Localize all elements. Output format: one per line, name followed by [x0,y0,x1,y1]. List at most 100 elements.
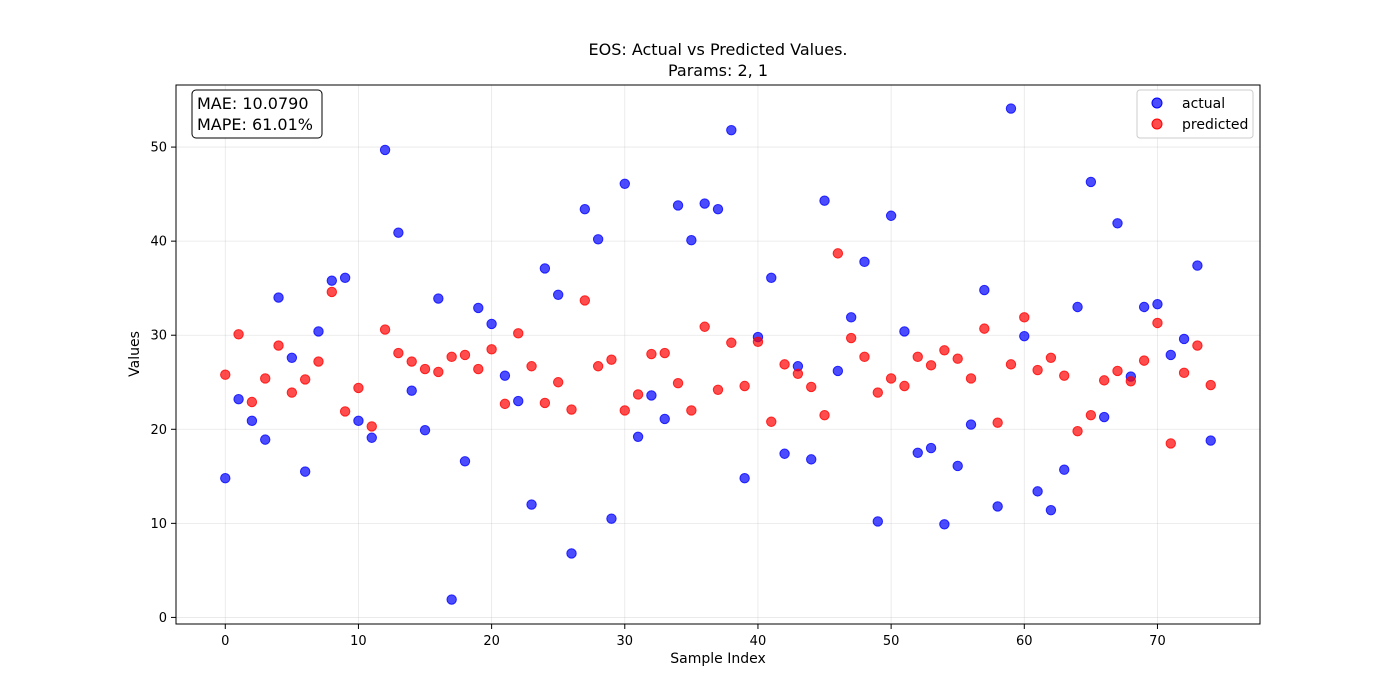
point-actual [632,431,644,443]
point-predicted [979,323,990,334]
point-actual [912,447,923,458]
point-predicted [1192,340,1203,351]
point-predicted [766,416,777,427]
point-actual [393,227,404,238]
point-actual [552,289,564,300]
point-predicted [832,248,844,259]
x-tick-label: 20 [483,634,500,649]
point-predicted [566,404,577,415]
x-tick-label: 40 [750,634,767,649]
point-actual [885,210,897,221]
point-actual [699,198,710,209]
point-actual [872,516,884,527]
point-actual [1205,435,1216,446]
point-predicted [939,345,950,356]
point-predicted [286,387,298,398]
point-predicted [1112,365,1123,377]
point-actual [499,370,511,381]
point-predicted [1205,379,1216,391]
stats-box: MAE: 10.0790 MAPE: 61.01% [191,89,323,139]
point-predicted [353,382,364,394]
point-actual [246,415,258,427]
point-predicted [220,369,231,380]
point-actual [273,292,284,303]
point-actual [353,415,364,427]
x-tick-label: 10 [350,634,367,649]
y-axis-label: Values [127,331,143,377]
point-actual [366,432,377,443]
point-actual [1178,333,1190,345]
legend-label-actual: actual [1182,96,1225,112]
point-actual [806,454,817,465]
point-predicted [619,405,630,416]
point-predicted [659,347,670,359]
point-actual [845,312,857,323]
point-predicted [552,377,564,388]
point-actual [859,256,870,268]
point-actual [1192,260,1203,271]
point-predicted [925,360,937,371]
point-predicted [366,421,377,432]
point-actual [646,390,657,401]
point-actual [1072,301,1083,313]
point-actual [233,393,244,405]
point-actual [726,124,737,136]
y-tick-label: 0 [159,611,167,626]
point-predicted [446,351,457,363]
point-predicted [260,373,271,384]
point-predicted [246,396,258,408]
point-predicted [1125,376,1137,387]
point-actual [379,144,391,156]
point-predicted [486,344,497,355]
point-predicted [992,417,1003,428]
point-predicted [899,380,910,392]
point-actual [779,448,790,459]
y-axis-ticks: 0 10 20 30 40 50 [150,141,176,626]
point-predicted [592,361,604,372]
point-actual [899,326,910,337]
point-actual [1152,298,1163,310]
point-actual [513,395,524,407]
point-predicted [1085,409,1097,421]
point-predicted [273,340,284,351]
point-actual [1045,504,1057,516]
point-predicted [606,354,617,365]
point-predicted [712,384,724,395]
point-actual [606,513,617,524]
y-tick-label: 10 [150,517,167,532]
point-actual [419,425,431,436]
point-actual [952,460,963,472]
point-predicted [339,406,351,417]
point-actual [326,275,338,286]
x-tick-label: 70 [1149,634,1166,649]
point-actual [406,385,417,396]
point-predicted [379,324,391,335]
point-actual [1059,464,1070,475]
point-predicted [579,295,591,306]
point-predicted [752,336,764,348]
legend-box [1136,89,1254,139]
point-actual [1019,330,1030,342]
point-predicted [699,321,710,332]
point-predicted [459,349,471,361]
point-actual [939,519,950,530]
x-axis-ticks: 0 10 20 30 40 50 60 70 [221,624,1166,649]
y-tick-label: 50 [150,141,167,156]
point-actual [566,548,577,559]
point-predicted [513,328,524,339]
point-actual [739,472,750,484]
plot-area [175,84,1261,625]
point-predicted [965,373,977,384]
point-actual [299,466,311,477]
point-actual [672,200,684,211]
point-actual [433,293,444,304]
point-actual [925,442,937,454]
point-predicted [739,380,750,392]
legend-label-predicted: predicted [1182,117,1248,133]
legend-marker-predicted [1151,118,1163,130]
point-actual [446,594,457,605]
point-predicted [299,374,311,385]
x-tick-label: 50 [883,634,900,649]
point-actual [339,272,351,284]
